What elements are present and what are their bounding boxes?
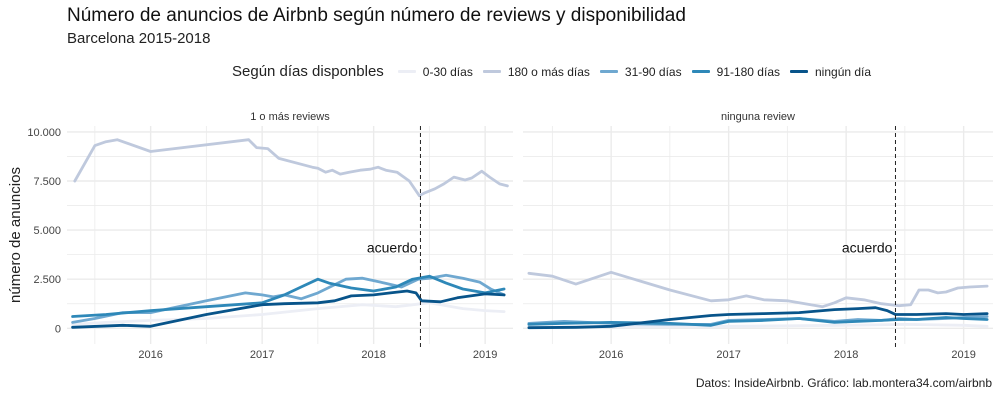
chart-caption: Datos: InsideAirbnb. Gráfico: lab.monter… <box>695 376 992 390</box>
x-tick-label: 2019 <box>951 349 975 361</box>
reference-line-label: acuerdo <box>367 240 418 256</box>
series-line-91-180-dias <box>71 274 506 318</box>
legend-title: Según días disponbles <box>232 63 384 80</box>
panel-strip <box>67 106 513 126</box>
legend-label-31-90: 31-90 días <box>624 64 682 79</box>
legend-item-180-mas: 180 o más días <box>482 64 590 79</box>
legend-key-0-30 <box>397 70 416 73</box>
y-tick-label: 5.000 <box>33 225 61 237</box>
legend-label-ningun-dia: ningún día <box>815 64 872 79</box>
legend-label-91-180: 91-180 días <box>716 64 780 79</box>
x-tick-label: 2016 <box>599 349 623 361</box>
y-tick-label: 7.500 <box>33 176 61 188</box>
x-tick-label: 2018 <box>834 349 858 361</box>
y-axis-label: número de anuncios <box>7 167 24 303</box>
legend-item-91-180: 91-180 días <box>691 64 780 79</box>
chart-title: Número de anuncios de Airbnb según númer… <box>67 5 686 26</box>
x-tick-label: 2017 <box>716 349 740 361</box>
x-tick-label: 2016 <box>138 349 162 361</box>
legend-key-31-90 <box>599 70 618 73</box>
panel-ninguna-review: ninguna review 2016 2017 2018 2019 acuerdo <box>523 106 993 361</box>
series-line-31-90-dias <box>71 273 506 324</box>
x-tick-label: 2018 <box>361 349 385 361</box>
chart-subtitle: Barcelona 2015-2018 <box>67 30 211 47</box>
series-line-ningun-dia <box>527 306 989 330</box>
y-tick-label: 0 <box>55 323 61 335</box>
panel-title: ninguna review <box>721 111 795 123</box>
reference-line-label: acuerdo <box>842 240 893 256</box>
series-line-ningun-dia <box>71 289 506 329</box>
x-tick-label: 2017 <box>250 349 274 361</box>
legend-item-31-90: 31-90 días <box>599 64 682 79</box>
legend: Según días disponbles 0-30 días 180 o má… <box>232 63 881 80</box>
series-line-180-o-mas-dias <box>527 270 989 309</box>
panel-strip <box>523 106 993 126</box>
legend-item-ningun-dia: ningún día <box>790 65 871 79</box>
legend-label-0-30: 0-30 días <box>422 64 473 79</box>
x-tick-label: 2019 <box>473 349 497 361</box>
panel-title: 1 o más reviews <box>250 111 330 123</box>
y-tick-label: 2.500 <box>33 274 61 286</box>
series-line-180-o-mas-dias <box>73 138 509 198</box>
series-line-0-30-dias <box>71 301 506 326</box>
legend-label-180-mas: 180 o más días <box>507 64 590 79</box>
y-tick-label: 10.000 <box>27 127 61 139</box>
legend-key-91-180 <box>691 70 710 73</box>
legend-item-0-30: 0-30 días <box>397 64 473 79</box>
legend-key-ningun-dia <box>790 70 808 73</box>
legend-key-180-mas <box>482 70 501 73</box>
panel-1-o-mas-reviews: 1 o más reviews 2016 2017 2018 2019 acuerdo <box>67 106 513 361</box>
